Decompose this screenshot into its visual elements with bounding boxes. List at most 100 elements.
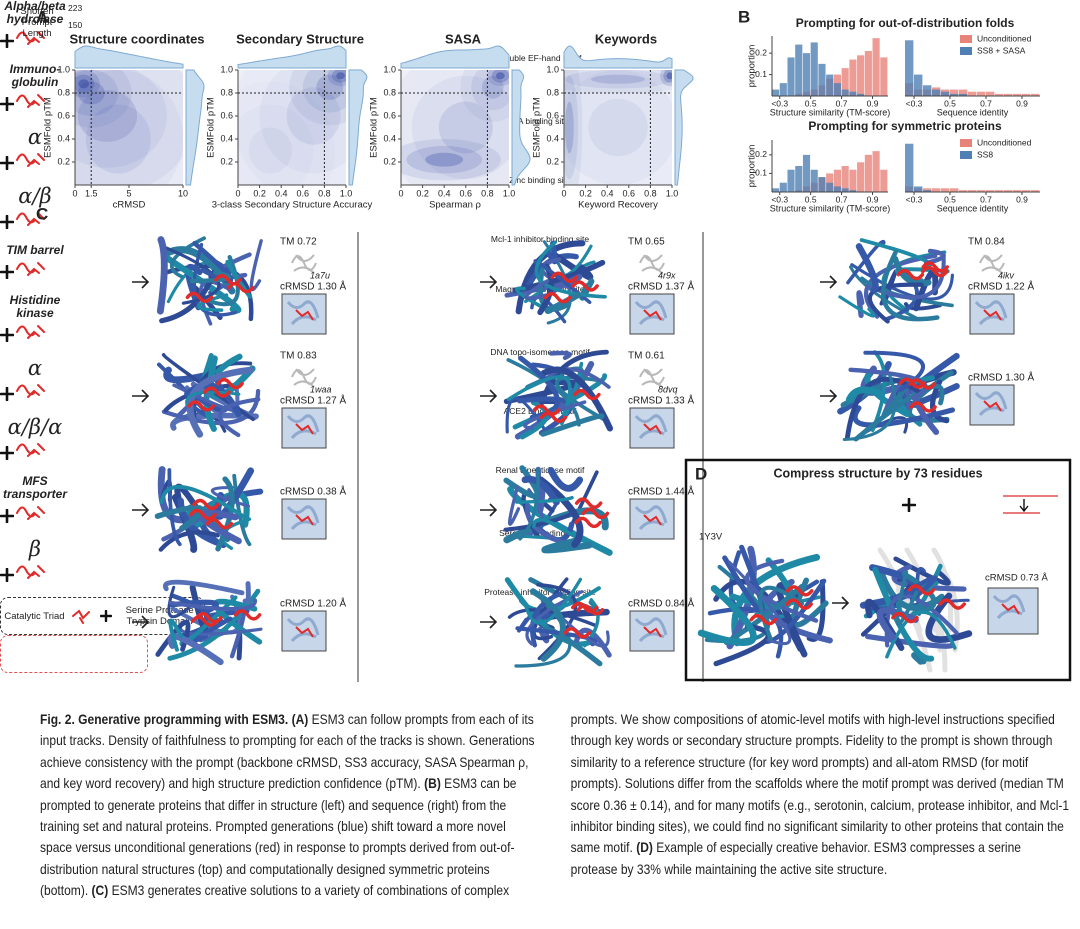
y-tick-label: 0.4 bbox=[220, 133, 233, 143]
pdb-id: 1Y3V bbox=[699, 532, 723, 543]
x-tick-label: 0.4 bbox=[275, 188, 288, 198]
x-tick-label: 0.5 bbox=[805, 194, 817, 204]
histogram-bar bbox=[833, 186, 841, 192]
reference-detail bbox=[974, 391, 1008, 417]
density bbox=[564, 70, 672, 185]
panel-reference: (A) bbox=[291, 711, 309, 727]
density-contour bbox=[286, 87, 341, 145]
x-tick-label: 0.5 bbox=[944, 98, 956, 108]
histogram-bar bbox=[923, 85, 932, 96]
plus-icon bbox=[0, 508, 15, 524]
motif-ribbon bbox=[185, 291, 214, 304]
protein-structure bbox=[156, 236, 263, 326]
y-tick-label: 1.0 bbox=[57, 64, 70, 74]
ribbon bbox=[167, 585, 191, 619]
y-tick-label: 0.2 bbox=[546, 156, 559, 166]
ribbon bbox=[713, 623, 771, 667]
ribbon bbox=[911, 652, 927, 665]
motif-ribbon bbox=[233, 609, 262, 621]
x-axis-label: Spearman ρ bbox=[429, 200, 481, 211]
ribbon bbox=[529, 591, 563, 648]
histogram-bar bbox=[787, 57, 795, 96]
reference-protein bbox=[979, 254, 1005, 274]
histogram-bar bbox=[864, 154, 872, 192]
ribbon bbox=[555, 611, 610, 648]
motif-icon bbox=[16, 31, 45, 45]
motif-ribbon bbox=[543, 291, 572, 304]
density-contour bbox=[336, 72, 345, 80]
motif-icon-path bbox=[16, 262, 45, 276]
length-box: Shorten Prompt Length 223 150 bbox=[0, 3, 148, 673]
ribbon bbox=[159, 485, 249, 521]
crmsd: cRMSD 1.33 Å bbox=[628, 394, 694, 407]
ribbon bbox=[727, 560, 792, 646]
histogram-bar bbox=[841, 68, 849, 96]
motif-icon-path bbox=[16, 443, 45, 457]
motif-ribbon bbox=[203, 386, 231, 398]
pdb-id: 1waa bbox=[310, 384, 332, 394]
histogram-bar bbox=[810, 42, 818, 96]
histogram-bar bbox=[841, 89, 849, 96]
reference-detail bbox=[286, 505, 320, 531]
motif-icon bbox=[72, 609, 91, 624]
histogram-bar bbox=[849, 59, 857, 96]
reference-detail bbox=[286, 300, 320, 326]
y-tick-label: 0.8 bbox=[383, 87, 396, 97]
x-tick-label: 0.7 bbox=[980, 194, 992, 204]
histogram-bar bbox=[1031, 190, 1040, 192]
ribbon bbox=[532, 517, 576, 538]
panel-label: B bbox=[738, 7, 750, 26]
density-contour bbox=[248, 127, 292, 174]
crmsd: cRMSD 0.38 Å bbox=[280, 485, 346, 498]
motif-ribbon bbox=[574, 516, 602, 529]
motif-text: CA binding site bbox=[511, 116, 569, 126]
ribbon bbox=[507, 608, 598, 628]
histogram-bar bbox=[772, 89, 780, 96]
motif-ribbon bbox=[785, 585, 814, 597]
plot-title: Keywords bbox=[595, 31, 657, 46]
x-tick-label: <0.3 bbox=[906, 194, 923, 204]
tm-score: TM 0.72 bbox=[280, 237, 317, 248]
reference-motif bbox=[983, 309, 1002, 321]
x-tick-label: 1.0 bbox=[503, 188, 516, 198]
motif-icon bbox=[16, 443, 45, 457]
motif-box: Catalytic Triad Serine Protease Trypsin D… bbox=[0, 597, 205, 635]
ribbon bbox=[249, 239, 263, 292]
histogram-bar bbox=[1022, 93, 1031, 96]
motif-ribbon bbox=[205, 518, 234, 530]
arrow bbox=[820, 275, 838, 289]
x-tick-label: 0.8 bbox=[644, 188, 657, 198]
motif-text: Protease inhibitor binding site bbox=[484, 587, 596, 597]
reference-protein bbox=[639, 254, 665, 274]
histogram-bar bbox=[818, 177, 826, 192]
motif-icon-path bbox=[72, 609, 91, 624]
motif-text: Double EF-hand motif bbox=[498, 53, 582, 63]
histogram-bar bbox=[986, 190, 995, 192]
histogram-bar bbox=[810, 169, 818, 192]
reference-detail bbox=[974, 300, 1008, 326]
density-contour bbox=[316, 74, 344, 100]
ribbon bbox=[524, 279, 550, 300]
x-tick-label: 5 bbox=[126, 188, 131, 198]
density-bg bbox=[238, 70, 346, 185]
y-tick-label: 0.8 bbox=[546, 87, 559, 97]
motif-ribbon bbox=[921, 261, 950, 273]
panel-label: A bbox=[36, 7, 48, 26]
arrow bbox=[480, 275, 498, 289]
x-tick-label: <0.3 bbox=[771, 98, 788, 108]
motif-icon-path bbox=[16, 153, 45, 167]
histogram-bar bbox=[986, 91, 995, 96]
density-contour bbox=[482, 75, 504, 99]
ribbon bbox=[891, 564, 967, 592]
prompt-box: Alpha/beta hydrolase Double EF-hand motif bbox=[0, 0, 1080, 63]
y-axis-label: ESMFold pTM bbox=[206, 97, 217, 158]
histogram-bar bbox=[905, 40, 914, 96]
histogram-bar bbox=[864, 51, 872, 96]
histogram-bar bbox=[950, 188, 959, 192]
histogram-bar bbox=[849, 190, 857, 192]
y-tick-label: 0.2 bbox=[383, 156, 396, 166]
histogram-bar bbox=[995, 190, 1004, 192]
marginal-top bbox=[400, 45, 510, 69]
plus-icon bbox=[0, 567, 15, 583]
